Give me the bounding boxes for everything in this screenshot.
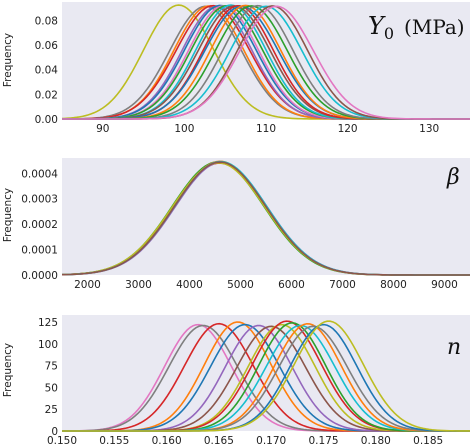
xtick-label-y0-4: 130 <box>419 123 439 135</box>
xtick-label-beta-5: 7000 <box>329 279 356 291</box>
panel-beta: 2000 3000 4000 5000 6000 7000 8000 9000 0.00000… <box>2 158 470 291</box>
ytick-label-y0-1: 0.02 <box>35 89 58 101</box>
ylabel-n: Frequency <box>2 343 14 397</box>
plot-area-y0 <box>62 2 470 119</box>
xtick-label-beta-7: 9000 <box>431 279 458 291</box>
curves-n <box>61 320 471 432</box>
ytick-label-n-2: 50 <box>45 382 58 394</box>
ylabel-y0: Frequency <box>2 33 14 87</box>
xtick-label-y0-1: 100 <box>174 123 194 135</box>
curve-beta-7 <box>61 161 470 276</box>
yticks-beta: 0.0000 0.0001 0.0002 0.0003 0.0004 <box>21 168 58 282</box>
ytick-label-y0-0: 0.00 <box>35 114 58 126</box>
xtick-label-beta-4: 6000 <box>278 279 305 291</box>
ytick-label-n-5: 125 <box>38 317 58 329</box>
xtick-label-n-3: 0.165 <box>204 435 234 445</box>
curves-beta <box>61 160 470 276</box>
xtick-label-beta-2: 4000 <box>176 279 203 291</box>
ytick-label-y0-2: 0.04 <box>35 65 59 77</box>
xtick-label-n-2: 0.160 <box>152 435 182 445</box>
xticks-n: 0.150 0.155 0.160 0.165 0.170 0.175 0.180 0.185 <box>47 435 443 445</box>
panel-y0: 90 100 110 120 130 0.00 0.02 0.04 0.06 0.08 Freq… <box>2 2 470 135</box>
xticks-beta: 2000 3000 4000 5000 6000 7000 8000 9000 <box>74 279 458 291</box>
panel-label-beta: β <box>446 165 460 190</box>
ytick-label-y0-3: 0.06 <box>35 40 59 52</box>
curve-n-14 <box>62 320 471 432</box>
xtick-label-beta-6: 8000 <box>380 279 407 291</box>
ylabel-beta: Frequency <box>2 188 14 242</box>
ytick-label-n-1: 25 <box>45 404 58 416</box>
ytick-label-n-0: 0 <box>51 426 58 438</box>
curves-y0 <box>61 4 470 120</box>
xtick-label-y0-0: 90 <box>96 123 109 135</box>
ytick-label-beta-0: 0.0000 <box>21 270 58 282</box>
ytick-label-n-3: 75 <box>45 361 58 373</box>
panel-label-y0-sub: 0 <box>384 24 394 43</box>
xtick-label-n-7: 0.185 <box>413 435 443 445</box>
xtick-label-beta-1: 3000 <box>125 279 152 291</box>
panel-label-n: n <box>447 335 461 360</box>
xtick-label-beta-0: 2000 <box>74 279 101 291</box>
yticks-n: 0 25 50 75 100 125 <box>38 317 58 438</box>
yticks-y0: 0.00 0.02 0.04 0.06 0.08 <box>35 16 59 127</box>
xtick-label-y0-2: 110 <box>256 123 276 135</box>
xtick-label-n-1: 0.155 <box>99 435 129 445</box>
xtick-label-n-0: 0.150 <box>47 435 77 445</box>
xtick-label-beta-3: 5000 <box>227 279 254 291</box>
plot-area-beta <box>62 158 470 275</box>
ytick-label-beta-1: 0.0001 <box>21 245 58 257</box>
xtick-label-n-4: 0.170 <box>256 435 286 445</box>
panel-n: 0.150 0.155 0.160 0.165 0.170 0.175 0.180 0.185… <box>2 315 471 445</box>
panel-label-y0: Y0 (MPa) <box>368 12 465 43</box>
curve-y0-17 <box>62 5 470 120</box>
xticks-y0: 90 100 110 120 130 <box>96 123 439 135</box>
ytick-label-y0-4: 0.08 <box>35 16 58 28</box>
ytick-label-beta-3: 0.0003 <box>21 194 58 206</box>
panel-label-y0-main: Y <box>368 12 386 40</box>
plot-area-n <box>62 315 470 431</box>
xtick-label-n-6: 0.180 <box>361 435 391 445</box>
ytick-label-n-4: 100 <box>38 339 58 351</box>
xtick-label-n-5: 0.175 <box>308 435 338 445</box>
ytick-label-beta-4: 0.0004 <box>21 168 58 180</box>
ytick-label-beta-2: 0.0002 <box>21 219 58 231</box>
panel-label-y0-unit: (MPa) <box>404 15 465 39</box>
xtick-label-y0-3: 120 <box>338 123 358 135</box>
